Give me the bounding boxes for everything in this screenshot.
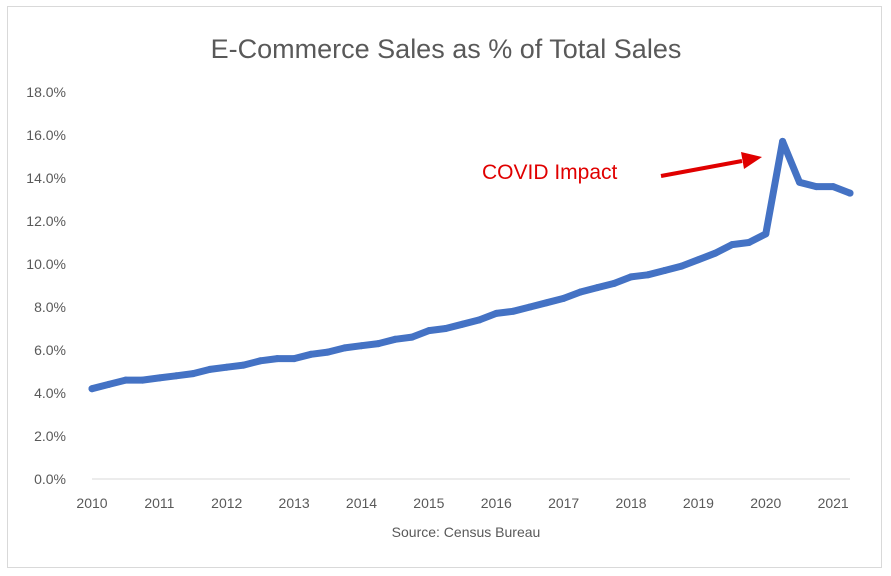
- data-point: [240, 361, 248, 369]
- data-point: [711, 249, 719, 257]
- data-point: [779, 137, 787, 145]
- data-point: [358, 342, 365, 350]
- annotation-arrow: [660, 159, 743, 178]
- x-tick-label: 2020: [750, 495, 781, 511]
- x-tick-label: 2019: [683, 495, 714, 511]
- data-point: [442, 325, 450, 332]
- data-point: [829, 183, 837, 191]
- data-point: [627, 273, 635, 281]
- x-tick-label: 2012: [211, 495, 242, 511]
- chart-title: E-Commerce Sales as % of Total Sales: [211, 34, 682, 64]
- data-point: [796, 178, 803, 186]
- data-point: [678, 262, 686, 270]
- data-point: [745, 239, 753, 246]
- data-point: [762, 230, 770, 238]
- x-tick-label: 2014: [346, 495, 377, 511]
- y-tick-label: 2.0%: [34, 428, 66, 444]
- data-point: [290, 355, 298, 363]
- data-point: [122, 376, 130, 384]
- data-point: [105, 380, 113, 388]
- x-tick-label: 2016: [481, 495, 512, 511]
- data-point: [273, 355, 281, 363]
- data-point: [189, 370, 197, 378]
- data-point: [139, 376, 146, 384]
- y-tick-label: 0.0%: [34, 471, 66, 487]
- y-tick-label: 18.0%: [26, 84, 66, 100]
- x-tick-label: 2018: [615, 495, 646, 511]
- data-point: [425, 327, 433, 335]
- x-tick-label: 2021: [818, 495, 849, 511]
- x-tick-label: 2010: [76, 495, 107, 511]
- x-tick-label: 2011: [144, 495, 174, 511]
- data-point: [846, 189, 854, 197]
- data-point: [694, 256, 702, 264]
- data-point: [223, 363, 231, 371]
- y-tick-label: 14.0%: [26, 170, 66, 186]
- series-points: [88, 137, 854, 393]
- data-point: [644, 271, 652, 279]
- data-point: [256, 357, 264, 365]
- y-tick-label: 10.0%: [26, 256, 66, 272]
- data-point: [577, 288, 584, 296]
- series-line: [88, 137, 854, 393]
- y-axis: 0.0% 2.0% 4.0% 6.0% 8.0% 10.0% 12.0% 14.0% 16.0%…: [26, 84, 66, 487]
- y-tick-label: 8.0%: [34, 299, 66, 315]
- data-point: [526, 303, 534, 311]
- data-point: [560, 294, 568, 302]
- chart-frame: [7, 6, 882, 568]
- data-point: [661, 267, 669, 274]
- y-tick-label: 6.0%: [34, 342, 66, 358]
- annotation-label: COVID Impact: [482, 161, 618, 184]
- x-tick-label: 2015: [413, 495, 444, 511]
- data-point: [341, 344, 349, 352]
- data-point: [475, 316, 483, 324]
- data-point: [543, 299, 551, 307]
- data-point: [206, 365, 214, 373]
- x-axis-label: Source: Census Bureau: [392, 524, 541, 540]
- arrow-head-icon: [741, 152, 762, 169]
- data-point: [812, 183, 820, 191]
- data-point: [391, 335, 399, 343]
- data-point: [172, 372, 180, 380]
- data-point: [610, 279, 618, 287]
- covid-annotation: COVID Impact: [482, 152, 762, 184]
- data-point: [374, 340, 382, 348]
- data-point: [728, 241, 736, 249]
- data-point: [593, 284, 601, 292]
- y-tick-label: 4.0%: [34, 385, 66, 401]
- data-point: [307, 350, 315, 358]
- data-point: [88, 385, 96, 393]
- y-tick-label: 12.0%: [26, 213, 66, 229]
- data-point: [492, 309, 500, 317]
- data-point: [459, 320, 467, 328]
- x-tick-label: 2013: [279, 495, 310, 511]
- data-point: [155, 374, 163, 382]
- data-point: [509, 307, 517, 315]
- x-tick-label: 2017: [548, 495, 579, 511]
- x-axis: 2010 2011 2012 2013 2014 2015 2016 2017 2018 2019…: [76, 495, 849, 511]
- y-tick-label: 16.0%: [26, 127, 66, 143]
- data-point: [324, 348, 332, 356]
- data-point: [408, 333, 416, 341]
